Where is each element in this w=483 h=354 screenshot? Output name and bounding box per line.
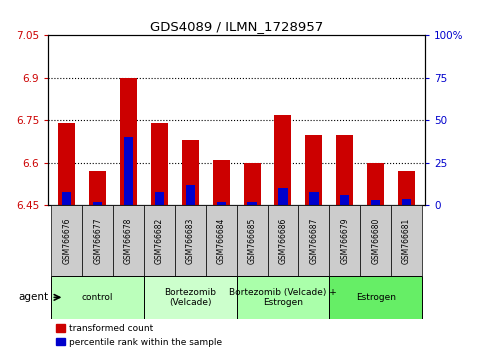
Text: GSM766682: GSM766682 xyxy=(155,218,164,264)
Text: GSM766685: GSM766685 xyxy=(248,217,256,264)
Bar xyxy=(274,115,291,205)
Bar xyxy=(151,123,168,205)
Bar xyxy=(391,205,422,276)
Bar xyxy=(51,276,144,319)
Text: GSM766681: GSM766681 xyxy=(402,218,411,264)
Bar xyxy=(398,171,415,205)
Bar xyxy=(51,205,82,276)
Text: GSM766677: GSM766677 xyxy=(93,217,102,264)
Bar xyxy=(113,205,144,276)
Bar xyxy=(243,163,261,205)
Bar xyxy=(182,140,199,205)
Text: GSM766676: GSM766676 xyxy=(62,217,71,264)
Bar xyxy=(82,205,113,276)
Bar xyxy=(124,137,133,205)
Bar xyxy=(206,205,237,276)
Text: GSM766680: GSM766680 xyxy=(371,217,380,264)
Bar xyxy=(336,135,353,205)
Bar xyxy=(371,200,380,205)
Bar xyxy=(62,192,71,205)
Bar xyxy=(367,163,384,205)
Text: GSM766679: GSM766679 xyxy=(340,217,349,264)
Text: GSM766686: GSM766686 xyxy=(279,217,287,264)
Text: Bortezomib
(Velcade): Bortezomib (Velcade) xyxy=(164,288,216,307)
Legend: transformed count, percentile rank within the sample: transformed count, percentile rank withi… xyxy=(53,321,225,349)
Bar xyxy=(340,195,349,205)
Bar xyxy=(360,205,391,276)
Bar xyxy=(213,160,230,205)
Bar xyxy=(268,205,298,276)
Bar xyxy=(216,202,226,205)
Bar xyxy=(305,135,322,205)
Text: Estrogen: Estrogen xyxy=(355,293,396,302)
Bar xyxy=(93,202,102,205)
Bar xyxy=(329,276,422,319)
Bar xyxy=(175,205,206,276)
Bar xyxy=(247,202,257,205)
Bar xyxy=(329,205,360,276)
Bar xyxy=(155,192,164,205)
Bar xyxy=(298,205,329,276)
Bar xyxy=(309,192,318,205)
Text: GSM766687: GSM766687 xyxy=(310,217,318,264)
Text: Bortezomib (Velcade) +
Estrogen: Bortezomib (Velcade) + Estrogen xyxy=(229,288,337,307)
Bar xyxy=(58,123,75,205)
Title: GDS4089 / ILMN_1728957: GDS4089 / ILMN_1728957 xyxy=(150,20,323,33)
Text: control: control xyxy=(82,293,114,302)
Bar xyxy=(89,171,106,205)
Text: GSM766678: GSM766678 xyxy=(124,217,133,264)
Bar xyxy=(186,185,195,205)
Text: GSM766683: GSM766683 xyxy=(186,217,195,264)
Bar xyxy=(402,199,411,205)
Bar xyxy=(120,78,137,205)
Text: agent: agent xyxy=(19,292,49,302)
Bar xyxy=(237,205,268,276)
Text: GSM766684: GSM766684 xyxy=(217,217,226,264)
Bar xyxy=(278,188,287,205)
Bar xyxy=(144,276,237,319)
Bar xyxy=(237,276,329,319)
Bar xyxy=(144,205,175,276)
